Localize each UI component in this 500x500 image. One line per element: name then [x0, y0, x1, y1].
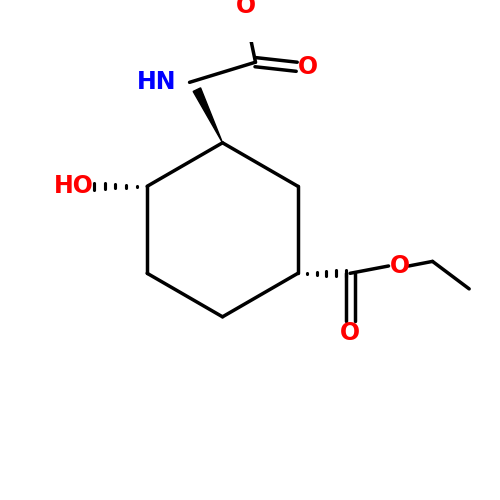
Text: O: O [298, 55, 318, 79]
Text: O: O [340, 321, 360, 345]
Text: HO: HO [54, 174, 94, 199]
Text: HN: HN [137, 70, 176, 94]
Text: O: O [390, 254, 409, 278]
Text: O: O [236, 0, 256, 18]
Polygon shape [193, 88, 222, 143]
